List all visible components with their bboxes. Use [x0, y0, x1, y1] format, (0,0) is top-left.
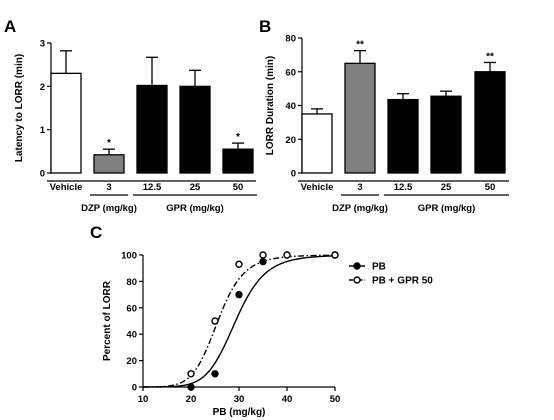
category-label: 3	[106, 182, 111, 193]
group-label: GPR (mg/kg)	[166, 203, 224, 214]
category-label: Vehicle	[301, 182, 334, 193]
category-label: 50	[233, 182, 244, 193]
bar	[222, 148, 254, 174]
bar	[301, 113, 333, 174]
group-label: DZP (mg/kg)	[81, 203, 137, 214]
data-point	[331, 251, 339, 259]
legend-label: PB + GPR 50	[372, 276, 433, 287]
bar	[136, 84, 168, 174]
data-point	[259, 251, 267, 259]
significance-marker: **	[356, 40, 364, 51]
y-tick-label: 0	[291, 169, 296, 180]
significance-marker: *	[107, 138, 111, 149]
category-label: 12.5	[394, 182, 413, 193]
data-point	[187, 370, 195, 378]
x-tick-label: 20	[186, 394, 197, 405]
y-tick-label: 2	[40, 82, 45, 93]
y-tick-label: 40	[285, 101, 296, 112]
y-tick-label: 3	[40, 39, 45, 50]
panel-b: B 0 20 40 60 80 LORR Duration (min) Vehicle ** 3 1…	[259, 17, 509, 214]
y-tick-label: 60	[126, 303, 137, 314]
panel-label: B	[259, 17, 271, 36]
series-curve	[143, 254, 336, 388]
category-label: 12.5	[143, 182, 162, 193]
x-tick-label: 10	[138, 394, 149, 405]
data-point	[235, 290, 243, 299]
data-point	[259, 257, 267, 266]
y-tick-label: 20	[126, 356, 137, 367]
data-point	[283, 251, 291, 259]
category-label: 50	[485, 182, 496, 193]
series-curve	[142, 255, 336, 388]
x-tick-label: 50	[330, 394, 341, 405]
category-label: 25	[441, 182, 452, 193]
y-tick-label: 60	[285, 67, 296, 78]
legend: PB PB + GPR 50	[349, 262, 433, 287]
bar	[93, 154, 125, 174]
category-label: Vehicle	[50, 182, 83, 193]
category-label: 25	[190, 182, 201, 193]
bar	[344, 62, 376, 174]
data-point	[211, 370, 219, 378]
panel-c: C 0 20 40 60 80 100 10 20 30 40 50 PB (mg/kg) Percent…	[90, 223, 433, 418]
y-tick-label: 0	[40, 169, 45, 180]
panel-label: A	[4, 17, 16, 36]
category-label: 3	[357, 182, 362, 193]
y-tick-label: 100	[121, 251, 137, 262]
group-label: DZP (mg/kg)	[332, 203, 388, 214]
x-tick-label: 40	[282, 394, 293, 405]
y-axis-title: Percent of LORR	[102, 280, 113, 361]
data-point	[235, 260, 243, 268]
y-axis-title: LORR Duration (min)	[265, 56, 276, 155]
data-point	[211, 317, 219, 325]
y-tick-label: 0	[132, 383, 137, 394]
bar	[50, 72, 82, 174]
legend-marker	[353, 276, 361, 284]
y-tick-label: 80	[126, 277, 137, 288]
panel-label: C	[90, 223, 102, 242]
x-axis-title: PB (mg/kg)	[213, 407, 266, 418]
y-axis-title: Latency to LORR (min)	[14, 54, 25, 162]
y-tick-label: 20	[285, 135, 296, 146]
group-label: GPR (mg/kg)	[418, 203, 476, 214]
bar	[474, 71, 506, 174]
significance-marker: *	[236, 132, 240, 143]
bar	[430, 95, 462, 174]
bar	[179, 85, 211, 174]
legend-marker	[353, 262, 361, 270]
y-tick-label: 80	[285, 34, 296, 45]
y-tick-label: 1	[40, 125, 46, 136]
legend-label: PB	[372, 262, 386, 273]
y-tick-label: 40	[126, 330, 137, 341]
panel-a: A 0 1 2 3 Latency to LORR (min) Vehicle * 3 12.5 2…	[4, 17, 257, 214]
x-tick-label: 30	[234, 394, 245, 405]
significance-marker: **	[486, 51, 494, 62]
data-point	[187, 383, 195, 391]
bar	[387, 98, 419, 174]
